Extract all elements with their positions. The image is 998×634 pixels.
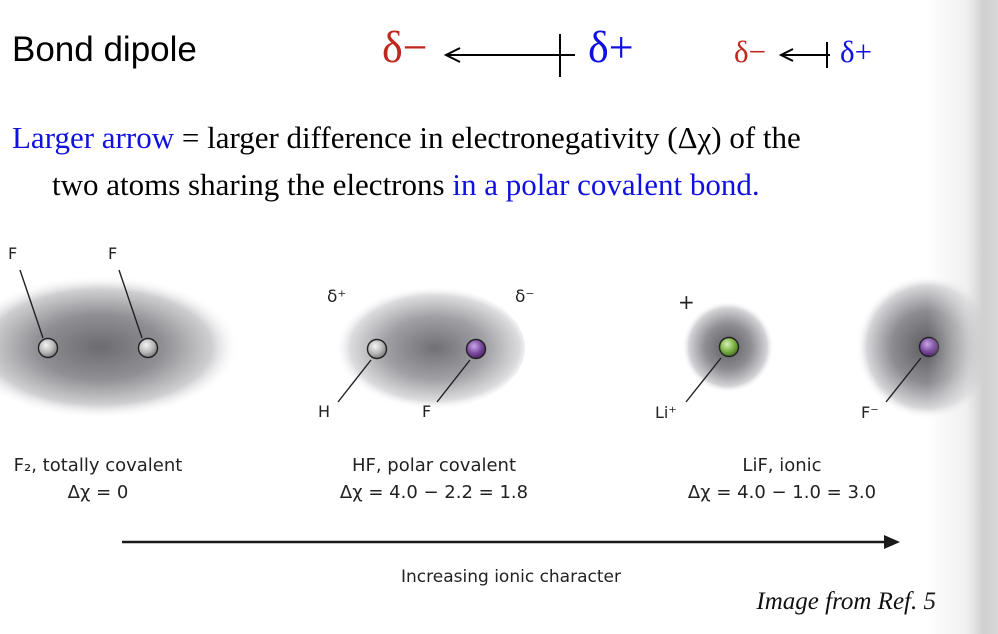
caption-hf: HF, polar covalent xyxy=(351,455,517,476)
explanation-line-2: two atoms sharing the electrons in a pol… xyxy=(52,167,760,203)
atom-li xyxy=(718,336,740,358)
atom-label-f-ion: F⁻ xyxy=(861,403,879,422)
delta-hf: Δχ = 4.0 − 2.2 = 1.8 xyxy=(339,482,529,503)
highlight-polar-covalent: in a polar covalent bond. xyxy=(452,167,760,202)
delta-f2: Δχ = 0 xyxy=(67,482,129,503)
explanation-line-1: Larger arrow = larger difference in elec… xyxy=(12,120,801,156)
atom-h xyxy=(366,338,388,360)
ionic-character-label: Increasing ionic character xyxy=(401,567,621,587)
slide-title: Bond dipole xyxy=(12,30,197,69)
charge-label-delta-minus: δ⁻ xyxy=(515,287,535,307)
electron-cloud xyxy=(325,286,525,410)
dipole-small-arrow xyxy=(778,42,830,68)
caption-f2: F₂, totally covalent xyxy=(13,455,183,476)
dipole-large-negative: δ− xyxy=(382,23,428,72)
atom-f xyxy=(465,338,487,360)
explanation-line-2-plain: two atoms sharing the electrons xyxy=(52,167,453,202)
panel-lif-graphic xyxy=(682,275,998,419)
charge-label-delta-plus: δ⁺ xyxy=(327,287,347,307)
dipole-large-arrow xyxy=(443,34,575,77)
highlight-larger-arrow: Larger arrow xyxy=(12,120,175,155)
charge-label-minus: − xyxy=(982,288,998,313)
atom-f-right xyxy=(137,337,159,359)
caption-lif: LiF, ionic xyxy=(742,455,822,476)
dipole-small-positive: δ+ xyxy=(840,34,873,69)
panel-hf-graphic xyxy=(325,286,525,410)
atom-f-left xyxy=(37,337,59,359)
atom-label-h: H xyxy=(318,402,331,421)
ionic-character-arrow xyxy=(122,535,900,549)
atom-f-ion xyxy=(918,336,940,358)
electron-cloud xyxy=(0,275,240,419)
dipole-large-positive: δ+ xyxy=(588,23,634,72)
atom-label-li-ion: Li⁺ xyxy=(655,403,677,422)
atom-label-f-right: F xyxy=(108,244,118,263)
atom-label-f-left: F xyxy=(8,244,18,263)
delta-lif: Δχ = 4.0 − 1.0 = 3.0 xyxy=(687,482,877,503)
dipole-small-negative: δ− xyxy=(734,34,767,69)
explanation-line-1-rest: = larger difference in electronegativity… xyxy=(174,120,801,155)
image-credit: Image from Ref. 5 xyxy=(756,588,936,615)
charge-label-plus: + xyxy=(678,290,695,314)
atom-label-f: F xyxy=(422,402,432,421)
panel-f2-graphic xyxy=(0,269,240,419)
